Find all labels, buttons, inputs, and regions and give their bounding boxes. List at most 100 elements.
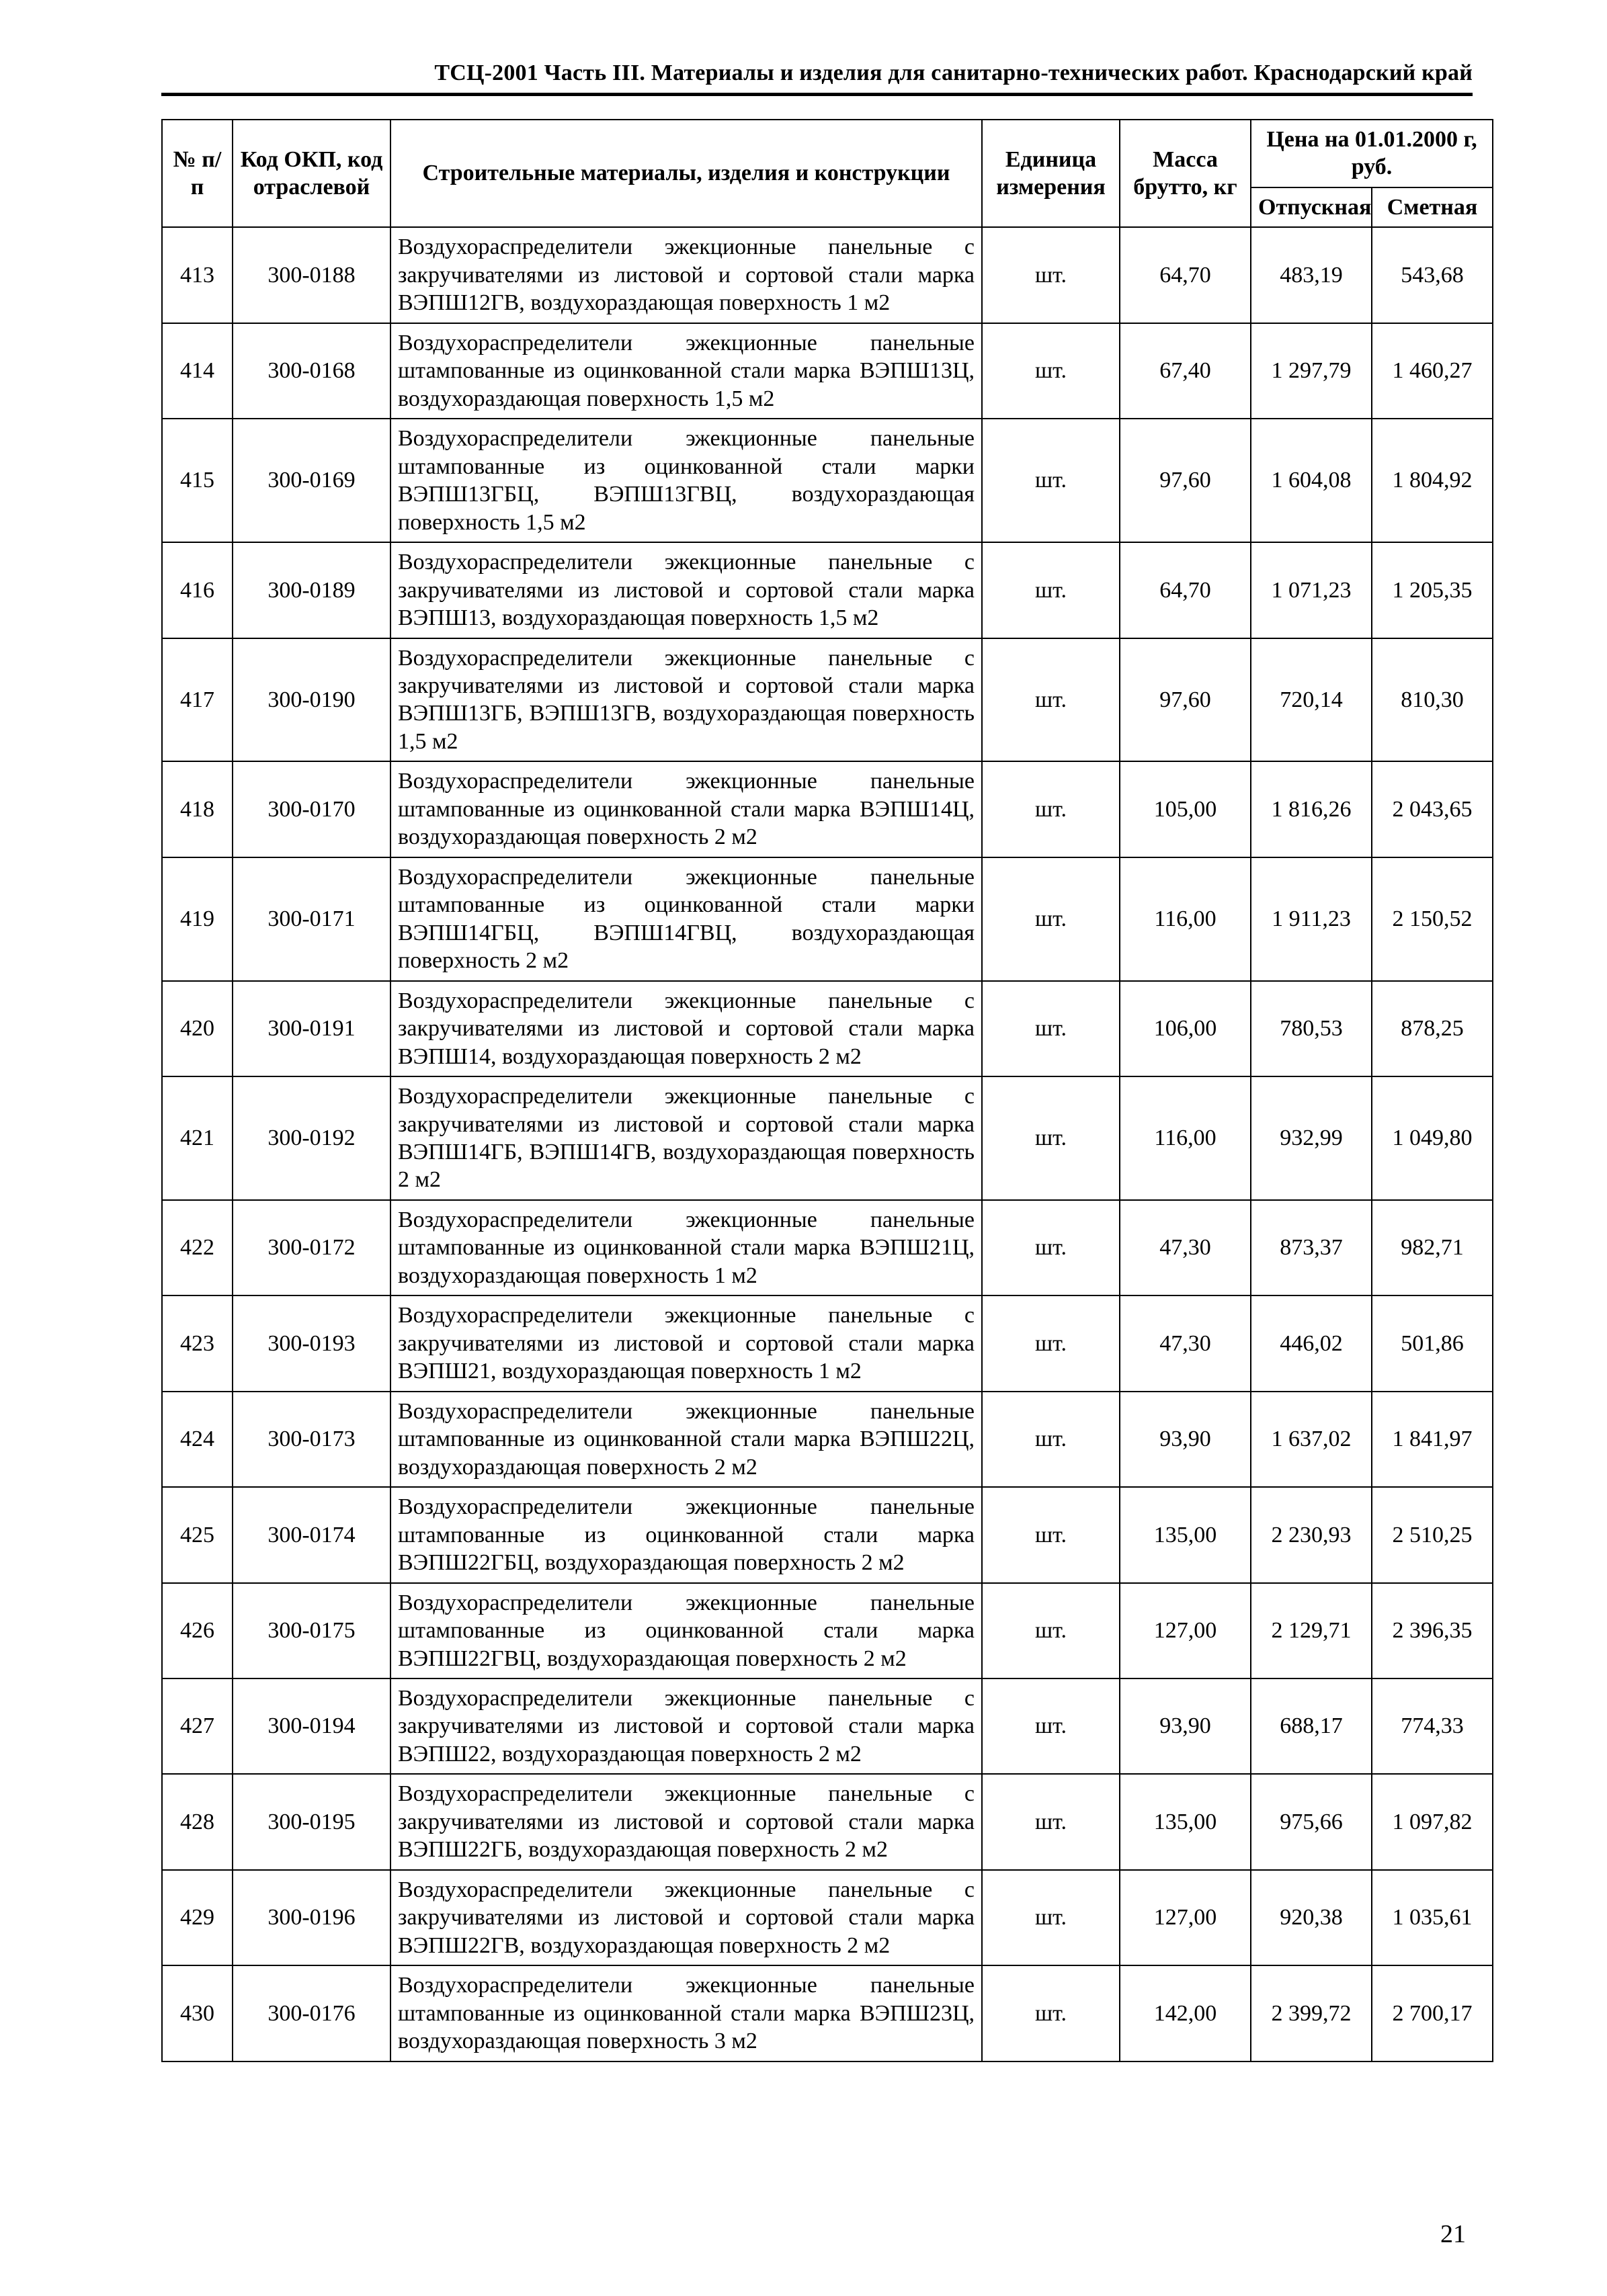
table-row: 415300-0169Воздухораспределители эжекцио… (162, 419, 1493, 542)
cell-name: Воздухораспределители эжекционные панель… (390, 1965, 982, 2061)
cell-price-estimate: 2 510,25 (1372, 1487, 1493, 1582)
cell-num: 413 (162, 227, 233, 323)
col-price-header: Цена на 01.01.2000 г, руб. (1251, 120, 1493, 187)
cell-name: Воздухораспределители эжекционные панель… (390, 1295, 982, 1391)
cell-name: Воздухораспределители эжекционные панель… (390, 1678, 982, 1774)
cell-price-estimate: 1 097,82 (1372, 1774, 1493, 1869)
cell-code: 300-0194 (233, 1678, 390, 1774)
cell-num: 430 (162, 1965, 233, 2061)
cell-unit: шт. (982, 1076, 1120, 1200)
cell-unit: шт. (982, 542, 1120, 638)
cell-price-release: 780,53 (1251, 981, 1372, 1076)
cell-unit: шт. (982, 1774, 1120, 1869)
cell-unit: шт. (982, 981, 1120, 1076)
cell-mass: 67,40 (1120, 323, 1251, 419)
table-row: 429300-0196Воздухораспределители эжекцио… (162, 1870, 1493, 1965)
cell-name: Воздухораспределители эжекционные панель… (390, 857, 982, 981)
cell-price-release: 932,99 (1251, 1076, 1372, 1200)
cell-name: Воздухораспределители эжекционные панель… (390, 1076, 982, 1200)
cell-price-estimate: 2 396,35 (1372, 1583, 1493, 1678)
cell-num: 415 (162, 419, 233, 542)
table-row: 425300-0174Воздухораспределители эжекцио… (162, 1487, 1493, 1582)
cell-num: 421 (162, 1076, 233, 1200)
col-name: Строительные материалы, изделия и констр… (390, 120, 982, 227)
cell-mass: 64,70 (1120, 542, 1251, 638)
cell-code: 300-0193 (233, 1295, 390, 1391)
cell-price-estimate: 1 804,92 (1372, 419, 1493, 542)
cell-price-estimate: 543,68 (1372, 227, 1493, 323)
cell-unit: шт. (982, 1965, 1120, 2061)
table-row: 430300-0176Воздухораспределители эжекцио… (162, 1965, 1493, 2061)
cell-price-release: 446,02 (1251, 1295, 1372, 1391)
cell-mass: 47,30 (1120, 1200, 1251, 1295)
cell-price-estimate: 810,30 (1372, 638, 1493, 762)
table-row: 418300-0170Воздухораспределители эжекцио… (162, 761, 1493, 857)
cell-price-release: 688,17 (1251, 1678, 1372, 1774)
cell-num: 422 (162, 1200, 233, 1295)
cell-unit: шт. (982, 1870, 1120, 1965)
cell-unit: шт. (982, 323, 1120, 419)
cell-unit: шт. (982, 227, 1120, 323)
table-row: 414300-0168Воздухораспределители эжекцио… (162, 323, 1493, 419)
table-row: 424300-0173Воздухораспределители эжекцио… (162, 1392, 1493, 1487)
cell-price-release: 873,37 (1251, 1200, 1372, 1295)
table-header: № п/п Код ОКП, код отраслевой Строительн… (162, 120, 1493, 227)
cell-num: 424 (162, 1392, 233, 1487)
cell-price-release: 483,19 (1251, 227, 1372, 323)
cell-unit: шт. (982, 638, 1120, 762)
cell-mass: 93,90 (1120, 1392, 1251, 1487)
cell-unit: шт. (982, 419, 1120, 542)
cell-num: 419 (162, 857, 233, 981)
cell-price-estimate: 878,25 (1372, 981, 1493, 1076)
col-mass: Масса брутто, кг (1120, 120, 1251, 227)
cell-price-estimate: 2 700,17 (1372, 1965, 1493, 2061)
cell-price-estimate: 501,86 (1372, 1295, 1493, 1391)
cell-num: 414 (162, 323, 233, 419)
cell-unit: шт. (982, 857, 1120, 981)
page-number: 21 (1440, 2219, 1466, 2249)
cell-num: 426 (162, 1583, 233, 1678)
cell-unit: шт. (982, 761, 1120, 857)
cell-price-release: 1 604,08 (1251, 419, 1372, 542)
cell-mass: 97,60 (1120, 638, 1251, 762)
cell-code: 300-0173 (233, 1392, 390, 1487)
cell-price-release: 975,66 (1251, 1774, 1372, 1869)
cell-name: Воздухораспределители эжекционные панель… (390, 1583, 982, 1678)
cell-mass: 106,00 (1120, 981, 1251, 1076)
document-page: ТСЦ-2001 Часть III. Материалы и изделия … (0, 0, 1607, 2296)
cell-price-estimate: 1 035,61 (1372, 1870, 1493, 1965)
cell-unit: шт. (982, 1678, 1120, 1774)
cell-price-release: 1 911,23 (1251, 857, 1372, 981)
table-row: 413300-0188Воздухораспределители эжекцио… (162, 227, 1493, 323)
table-body: 413300-0188Воздухораспределители эжекцио… (162, 227, 1493, 2061)
cell-unit: шт. (982, 1295, 1120, 1391)
cell-name: Воздухораспределители эжекционные панель… (390, 542, 982, 638)
cell-unit: шт. (982, 1392, 1120, 1487)
table-row: 417300-0190Воздухораспределители эжекцио… (162, 638, 1493, 762)
cell-name: Воздухораспределители эжекционные панель… (390, 1774, 982, 1869)
cell-name: Воздухораспределители эжекционные панель… (390, 419, 982, 542)
cell-name: Воздухораспределители эжекционные панель… (390, 761, 982, 857)
materials-table: № п/п Код ОКП, код отраслевой Строительн… (161, 119, 1493, 2062)
col-price-release: Отпускная (1251, 187, 1372, 227)
cell-mass: 116,00 (1120, 1076, 1251, 1200)
cell-code: 300-0176 (233, 1965, 390, 2061)
cell-price-estimate: 1 841,97 (1372, 1392, 1493, 1487)
cell-price-release: 2 129,71 (1251, 1583, 1372, 1678)
cell-price-release: 2 230,93 (1251, 1487, 1372, 1582)
cell-num: 418 (162, 761, 233, 857)
cell-code: 300-0192 (233, 1076, 390, 1200)
cell-name: Воздухораспределители эжекционные панель… (390, 227, 982, 323)
cell-price-release: 1 297,79 (1251, 323, 1372, 419)
table-row: 421300-0192Воздухораспределители эжекцио… (162, 1076, 1493, 1200)
cell-num: 423 (162, 1295, 233, 1391)
table-row: 428300-0195Воздухораспределители эжекцио… (162, 1774, 1493, 1869)
cell-code: 300-0172 (233, 1200, 390, 1295)
cell-name: Воздухораспределители эжекционные панель… (390, 638, 982, 762)
cell-price-release: 1 816,26 (1251, 761, 1372, 857)
cell-mass: 47,30 (1120, 1295, 1251, 1391)
cell-name: Воздухораспределители эжекционные панель… (390, 1487, 982, 1582)
cell-name: Воздухораспределители эжекционные панель… (390, 981, 982, 1076)
cell-price-estimate: 2 043,65 (1372, 761, 1493, 857)
cell-unit: шт. (982, 1200, 1120, 1295)
